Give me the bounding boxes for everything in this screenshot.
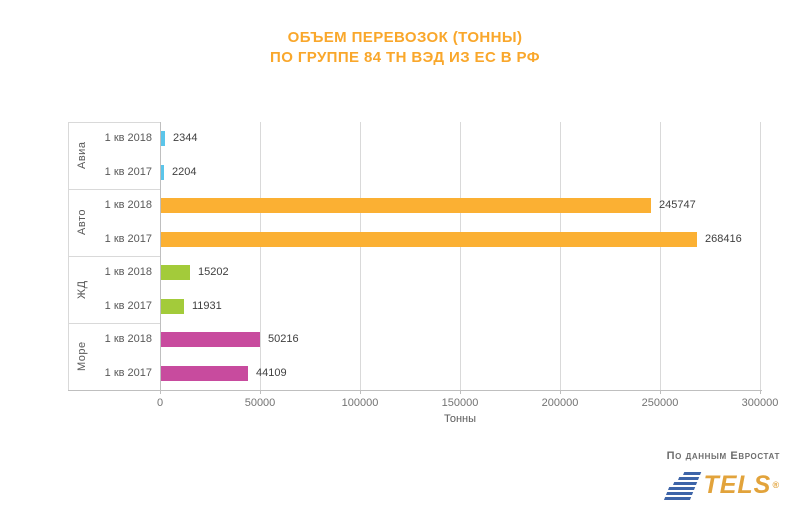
- bar: [160, 298, 184, 314]
- x-axis-tick-label: 150000: [441, 397, 479, 409]
- chart-title: ОБЪЕМ ПЕРЕВОЗОК (ТОННЫ) ПО ГРУППЕ 84 ТН …: [0, 28, 810, 68]
- tels-logo-stripes-icon: [664, 470, 702, 500]
- x-axis-tick: [160, 390, 161, 394]
- tels-logo: TELS®: [664, 470, 780, 500]
- category-tick-label: 1 кв 2018: [104, 333, 152, 346]
- category-tick-label: 1 кв 2018: [104, 199, 152, 212]
- x-axis: 0 50000 100000 150000 200000 250000 300000: [0, 390, 810, 430]
- bar-value-label: 2204: [172, 165, 197, 178]
- x-axis-tick: [560, 390, 561, 394]
- bar: [160, 332, 260, 348]
- bar-value-label: 44109: [256, 366, 287, 379]
- group-divider-line: [68, 189, 160, 190]
- x-axis-line: [68, 390, 762, 391]
- group-label: Авиа: [76, 141, 88, 170]
- gridline: [660, 122, 661, 390]
- registered-trademark-icon: ®: [772, 480, 780, 490]
- x-axis-tick-label: 0: [156, 397, 164, 409]
- gridline: [760, 122, 761, 390]
- bar-value-label: 15202: [198, 266, 229, 279]
- logo-stripe: [673, 482, 698, 485]
- y-axis-line: [160, 122, 161, 390]
- gridline: [560, 122, 561, 390]
- gridline: [260, 122, 261, 390]
- gridline: [460, 122, 461, 390]
- category-tick-label: 1 кв 2017: [104, 232, 152, 245]
- group-divider-line: [68, 122, 160, 123]
- category-tick-label: 1 кв 2017: [104, 299, 152, 312]
- chart-title-line1: ОБЪЕМ ПЕРЕВОЗОК (ТОННЫ): [287, 29, 523, 46]
- category-axis: 1 кв 2018 1 кв 2017 1 кв 2018 1 кв 2017 1 кв…: [68, 122, 160, 391]
- bar: [160, 198, 651, 214]
- x-axis-title: Тонны: [443, 413, 477, 425]
- bar-value-label: 2344: [173, 132, 198, 145]
- bar: [160, 131, 165, 147]
- bar: [160, 164, 164, 180]
- x-axis-tick: [760, 390, 761, 394]
- category-tick-label: 1 кв 2018: [104, 132, 152, 145]
- bar: [160, 265, 190, 281]
- group-label: Авто: [76, 209, 88, 236]
- x-axis-tick-label: 100000: [341, 397, 379, 409]
- chart-title-line2: ПО ГРУППЕ 84 ТН ВЭД ИЗ ЕС В РФ: [270, 49, 540, 66]
- x-axis-tick-label: 250000: [641, 397, 679, 409]
- bar-value-label: 268416: [705, 232, 742, 245]
- plot-area: 2344 2204 245747 268416 15202 11931 50216 44109: [160, 122, 761, 390]
- group-divider-line: [68, 323, 160, 324]
- logo-stripe: [666, 492, 694, 495]
- x-axis-tick-label: 50000: [244, 397, 276, 409]
- bar-value-label: 50216: [268, 333, 299, 346]
- data-source-note: По данным Евростат: [666, 450, 780, 462]
- category-tick-label: 1 кв 2017: [104, 366, 152, 379]
- category-tick-label: 1 кв 2017: [104, 165, 152, 178]
- x-axis-tick-label: 200000: [541, 397, 579, 409]
- footer: По данным Евростат TELS®: [560, 450, 780, 500]
- group-label: Море: [76, 341, 88, 372]
- group-divider-line: [68, 256, 160, 257]
- logo-stripe: [668, 487, 696, 490]
- bar: [160, 231, 697, 247]
- logo-stripe: [678, 477, 700, 480]
- bar-value-label: 245747: [659, 199, 696, 212]
- bar-value-label: 11931: [192, 299, 222, 312]
- gridline: [360, 122, 361, 390]
- x-axis-tick: [360, 390, 361, 394]
- category-tick-label: 1 кв 2018: [104, 266, 152, 279]
- tels-logo-text: TELS®: [703, 471, 780, 499]
- logo-stripe: [664, 497, 692, 500]
- bar: [160, 365, 248, 381]
- logo-stripe: [683, 472, 702, 475]
- group-label: ЖД: [76, 280, 88, 299]
- x-axis-tick-label: 300000: [741, 397, 779, 409]
- x-axis-tick: [260, 390, 261, 394]
- x-axis-tick: [460, 390, 461, 394]
- x-axis-tick: [660, 390, 661, 394]
